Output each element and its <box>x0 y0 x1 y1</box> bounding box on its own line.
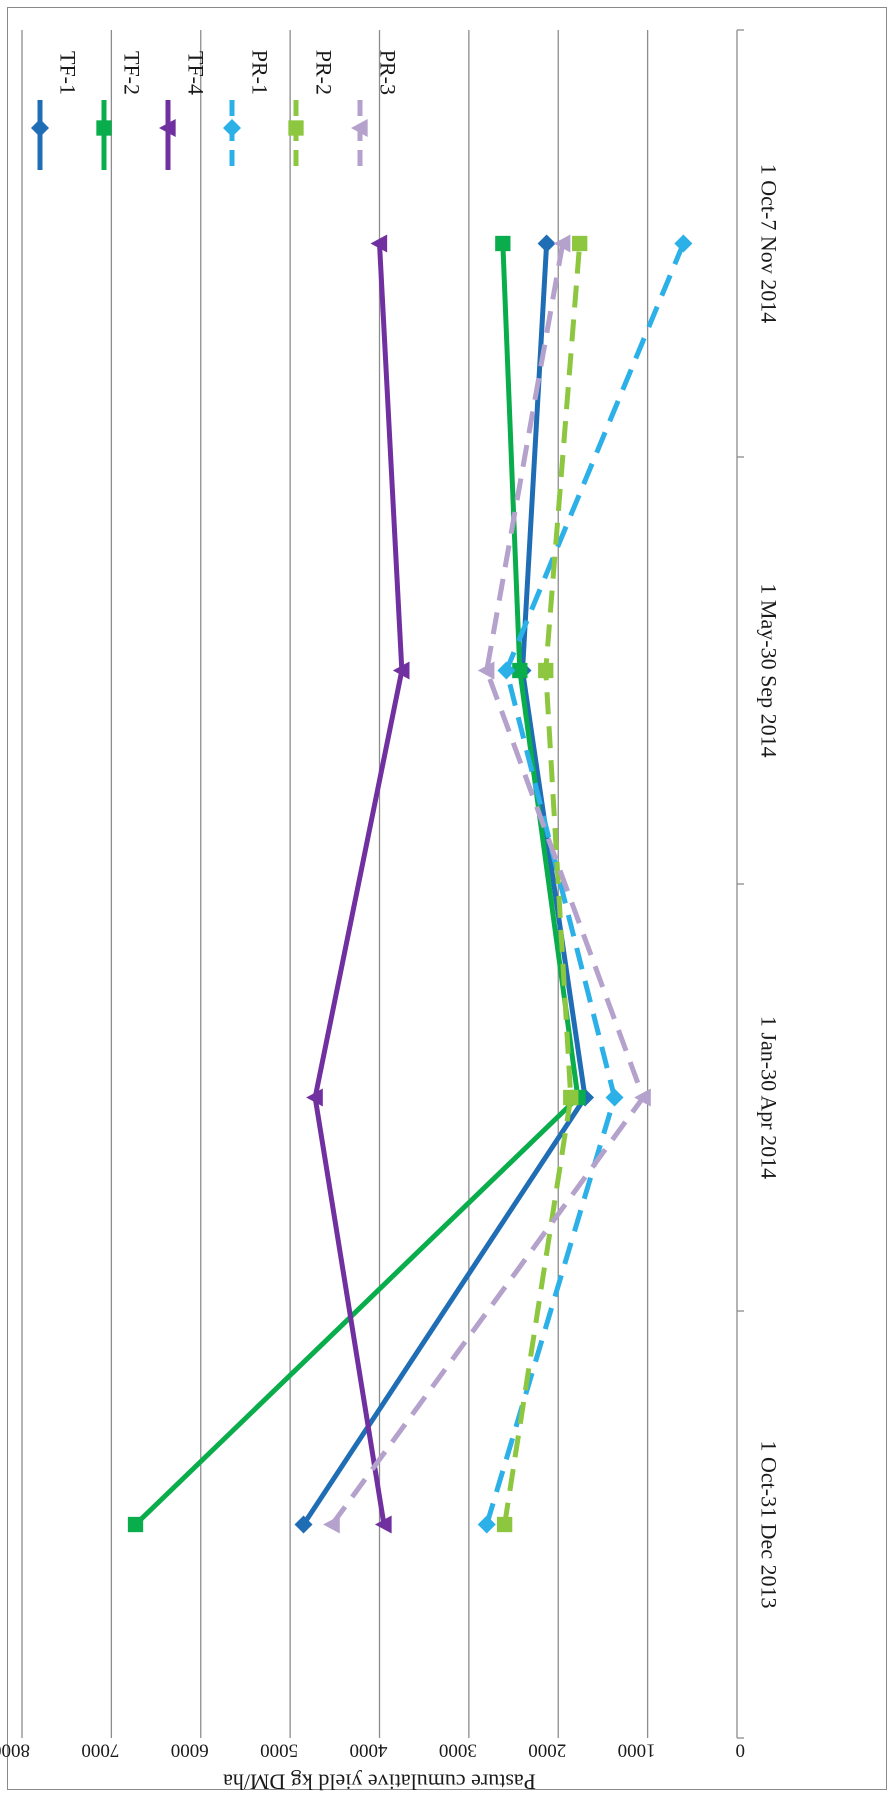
x-tick-label: 1 Oct-7 Nov 2014 <box>757 164 782 323</box>
legend-item-pr-2: PR-2 <box>288 50 337 170</box>
series-pr-3 <box>323 234 651 1534</box>
x-tick-label: 1 May-30 Sep 2014 <box>757 583 782 757</box>
data-point <box>294 1515 313 1534</box>
data-point <box>553 234 571 253</box>
legend-label: PR-3 <box>376 50 401 95</box>
y-tick-label: 1000 <box>618 1740 656 1761</box>
series-line <box>301 243 588 1526</box>
x-tick-label: 1 Jan-30 Apr 2014 <box>757 1016 782 1179</box>
data-point <box>323 1515 340 1534</box>
data-point <box>634 1088 651 1107</box>
legend: TF-1 TF-2 TF-4 PR-1 PR-2 PR-3 <box>31 50 401 170</box>
data-point <box>127 1516 144 1533</box>
legend-marker <box>288 120 304 136</box>
series-lines <box>127 234 693 1534</box>
legend-item-tf-4: TF-4 <box>159 51 209 170</box>
tick-labels: 0 1000 2000 3000 4000 5000 6000 7000 8000 1 Oct-3… <box>0 164 782 1795</box>
data-point <box>512 662 528 679</box>
data-point <box>537 234 556 253</box>
data-point <box>605 1088 624 1107</box>
legend-marker <box>351 119 368 137</box>
series-line <box>502 243 583 1525</box>
legend-label: PR-1 <box>248 50 273 95</box>
chart-frame <box>7 7 887 1790</box>
legend-item-pr-1: PR-1 <box>223 50 273 170</box>
y-tick-label: 4000 <box>350 1740 388 1761</box>
data-point <box>392 661 410 680</box>
legend-item-tf-2: TF-2 <box>96 51 145 170</box>
legend-marker <box>96 120 112 136</box>
data-point <box>563 1089 579 1106</box>
series-line <box>133 243 581 1527</box>
legend-label: TF-4 <box>184 51 209 95</box>
series-tf-4 <box>306 234 410 1534</box>
axes <box>736 29 744 1739</box>
data-point <box>496 1516 513 1533</box>
y-axis-title: Pasture cumulative yield kg DM/ha <box>223 1770 536 1795</box>
y-tick-label: 0 <box>736 1740 746 1761</box>
data-point <box>370 234 388 253</box>
data-point <box>477 661 495 680</box>
data-point <box>306 1088 323 1107</box>
series-pr-1 <box>477 234 693 1534</box>
data-point <box>495 235 511 252</box>
data-point <box>572 235 588 252</box>
data-point <box>477 1515 496 1534</box>
data-point <box>497 661 516 680</box>
legend-item-tf-1: TF-1 <box>31 51 81 170</box>
data-point <box>538 662 554 679</box>
legend-label: PR-2 <box>312 50 337 95</box>
y-tick-label: 7000 <box>81 1740 119 1761</box>
y-tick-label: 5000 <box>260 1740 298 1761</box>
legend-item-pr-3: PR-3 <box>351 50 401 170</box>
data-point <box>674 234 693 253</box>
legend-label: TF-2 <box>120 51 145 95</box>
y-tick-label: 8000 <box>0 1740 30 1761</box>
legend-marker <box>223 119 241 137</box>
y-tick-label: 6000 <box>171 1740 209 1761</box>
data-point <box>374 1515 392 1534</box>
x-tick-label: 1 Oct-31 Dec 2013 <box>757 1440 782 1608</box>
y-tick-label: 2000 <box>528 1740 566 1761</box>
series-line <box>484 242 686 1526</box>
y-tick-label: 3000 <box>439 1740 477 1761</box>
legend-label: TF-1 <box>56 51 81 95</box>
gridlines <box>21 30 649 1738</box>
series-line <box>312 243 405 1525</box>
legend-marker <box>31 119 49 137</box>
legend-marker <box>159 119 176 137</box>
series-pr-2 <box>496 235 588 1533</box>
series-line <box>330 243 646 1526</box>
